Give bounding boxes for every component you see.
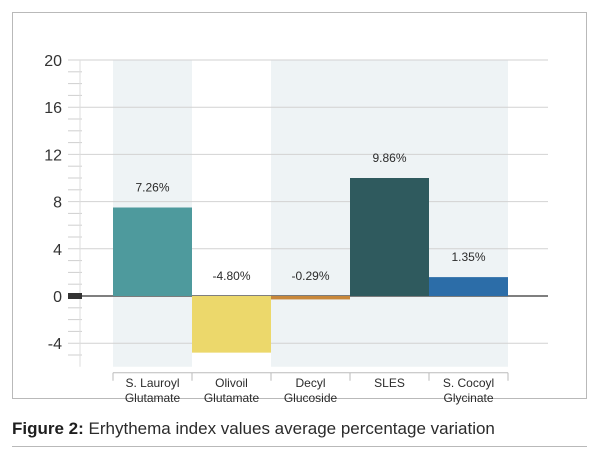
bar — [113, 207, 192, 296]
value-label: 1.35% — [451, 250, 485, 264]
y-tick-label: 4 — [53, 242, 62, 259]
y-tick-label: -4 — [48, 336, 62, 353]
axes — [68, 60, 509, 381]
bars — [113, 178, 508, 353]
bar — [429, 277, 508, 296]
bar — [192, 296, 271, 353]
category-label: Glutamate — [125, 391, 181, 405]
y-tick-label: 16 — [44, 100, 62, 117]
y-tick-label: 12 — [44, 147, 62, 164]
category-label: S. Lauroyl — [125, 376, 179, 390]
category-label: Olivoil — [215, 376, 248, 390]
value-label: 7.26% — [135, 181, 169, 195]
value-label: -4.80% — [212, 269, 250, 283]
value-label: 9.86% — [372, 151, 406, 165]
category-label: SLES — [374, 376, 405, 390]
bar — [350, 178, 429, 296]
y-tick-label: 8 — [53, 195, 62, 212]
category-label: Decyl — [295, 376, 325, 390]
y-tick-label: 0 — [53, 289, 62, 306]
value-label: -0.29% — [291, 269, 329, 283]
caption-label: Figure 2: — [12, 419, 84, 438]
figure-caption: Figure 2: Erhythema index values average… — [12, 419, 495, 439]
zero-marker — [68, 293, 82, 299]
column-highlight — [271, 60, 350, 367]
bar — [271, 296, 350, 300]
caption-divider — [12, 446, 587, 447]
y-tick-label: 20 — [44, 53, 62, 70]
column-highlight — [429, 60, 508, 367]
category-label: Glutamate — [204, 391, 260, 405]
caption-text: Erhythema index values average percentag… — [83, 419, 495, 438]
category-label: Glycinate — [443, 391, 493, 405]
category-label: S. Cocoyl — [443, 376, 494, 390]
category-label: Glucoside — [284, 391, 338, 405]
